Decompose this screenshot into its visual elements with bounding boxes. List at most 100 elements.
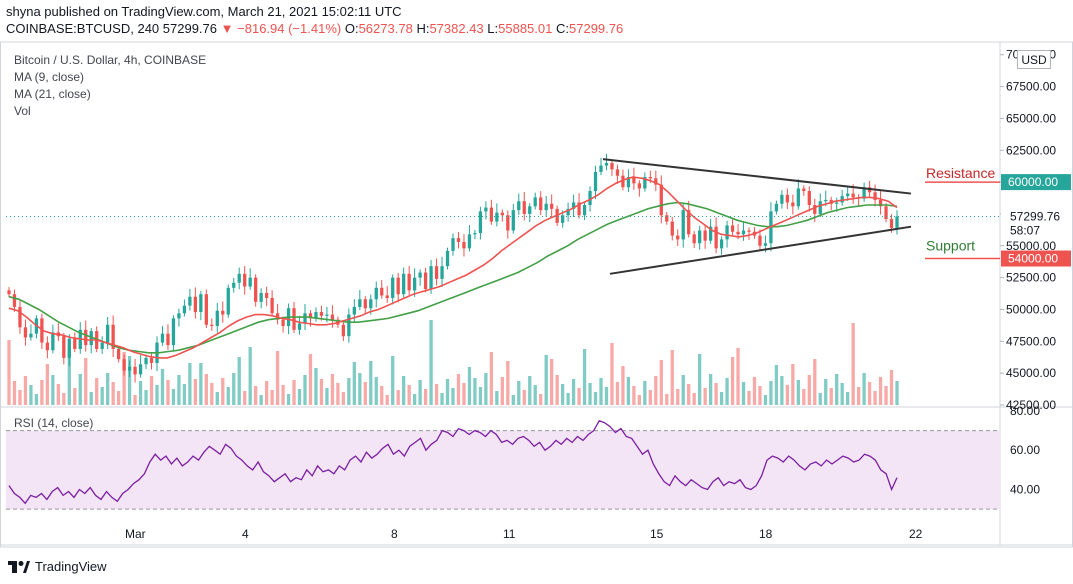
- volume-bar: [423, 389, 428, 405]
- volume-bar: [177, 375, 181, 405]
- volume-bar: [522, 390, 526, 405]
- volume-bar: [500, 377, 504, 405]
- volume-bar: [67, 349, 71, 405]
- candle-body: [7, 290, 11, 295]
- volume-bar: [484, 373, 488, 405]
- low-value: 55885.01: [498, 21, 553, 36]
- volume-bar: [506, 361, 510, 405]
- volume-bar: [730, 357, 735, 405]
- currency-button[interactable]: USD: [1017, 50, 1051, 69]
- triangle-down-icon: ▼: [220, 21, 234, 36]
- candle-body: [670, 221, 674, 236]
- candle-body: [423, 272, 428, 290]
- volume-bar: [774, 365, 779, 405]
- candle-body: [780, 194, 784, 204]
- volume-bar: [539, 394, 543, 405]
- tradingview-logo[interactable]: TradingView: [8, 559, 107, 574]
- candle-body: [895, 216, 899, 228]
- candle-body: [544, 203, 548, 211]
- volume-bar: [659, 360, 663, 405]
- candle-body: [522, 201, 526, 214]
- candle-body: [824, 199, 828, 202]
- candle-body: [802, 188, 806, 192]
- candle-body: [166, 333, 170, 346]
- candle-body: [889, 219, 894, 228]
- last-price: 57299.76: [162, 21, 218, 36]
- candle-body: [319, 312, 324, 316]
- ma9-line: [8, 176, 898, 359]
- volume-bar: [407, 385, 411, 405]
- candle-body: [676, 235, 680, 240]
- volume-bar: [396, 390, 400, 405]
- volume-bar: [78, 374, 82, 405]
- low-label: L:: [487, 21, 499, 36]
- candle-body: [122, 359, 126, 371]
- candle-body: [243, 273, 247, 287]
- candle-body: [111, 324, 115, 349]
- candle-body: [407, 273, 411, 291]
- candle-body: [489, 207, 494, 222]
- volume-bar: [412, 394, 417, 405]
- volume-bar: [632, 386, 636, 405]
- open-value: 56273.78: [358, 21, 413, 36]
- volume-bar: [12, 381, 17, 405]
- candle-body: [654, 178, 658, 185]
- rsi-tick-label: 60.00: [1010, 443, 1040, 457]
- high-value: 57382.43: [429, 21, 484, 36]
- volume-bar: [708, 374, 713, 405]
- candle-body: [763, 243, 768, 246]
- brand-label: TradingView: [35, 559, 107, 574]
- volume-bar: [347, 378, 351, 405]
- volume-bar: [478, 387, 483, 405]
- candle-body: [402, 273, 406, 295]
- resistance-price-tag-bg: [1001, 174, 1071, 191]
- volume-bar: [264, 381, 269, 405]
- candle-body: [878, 199, 883, 207]
- ma21-line: [8, 201, 898, 354]
- x-tick-label: 15: [650, 527, 664, 541]
- volume-bar: [226, 387, 230, 405]
- volume-bar: [648, 390, 652, 405]
- volume-bar: [199, 363, 203, 405]
- candle-body: [648, 177, 652, 179]
- volume-bar: [149, 376, 154, 405]
- candle-body: [593, 171, 598, 192]
- volume-bar: [215, 392, 219, 405]
- volume-bar: [621, 366, 625, 405]
- candle-body: [659, 184, 663, 216]
- x-tick-label: 11: [503, 527, 516, 541]
- candle-body: [846, 193, 850, 197]
- candle-body: [604, 163, 609, 166]
- volume-bar: [807, 375, 811, 405]
- candle-body: [473, 233, 477, 235]
- volume-bar: [319, 379, 324, 405]
- candle-body: [539, 197, 543, 211]
- volume-bar: [341, 392, 346, 405]
- candle-body: [434, 266, 439, 279]
- candle-body: [281, 319, 285, 327]
- volume-bar: [292, 380, 296, 405]
- candle-body: [451, 238, 455, 251]
- candle-body: [577, 202, 581, 216]
- legend-ma9: MA (9, close): [14, 70, 85, 84]
- y-tick-label: 47500.00: [1006, 334, 1056, 348]
- volume-bar: [451, 388, 455, 405]
- volume-bar: [665, 394, 669, 405]
- candle-body: [133, 366, 137, 375]
- volume-bar: [40, 380, 44, 405]
- candle-body: [215, 310, 219, 327]
- candle-body: [18, 306, 22, 328]
- volume-bar: [719, 392, 724, 405]
- ohlc-bar: COINBASE:BTCUSD, 240 57299.76 ▼ −816.94 …: [6, 21, 623, 36]
- high-label: H:: [416, 21, 430, 36]
- volume-bar: [791, 364, 795, 405]
- volume-bar: [122, 352, 126, 405]
- candle-body: [758, 235, 762, 246]
- candle-body: [840, 196, 844, 203]
- candle-body: [308, 313, 313, 319]
- volume-bar: [489, 352, 494, 405]
- candle-body: [637, 183, 642, 189]
- volume-bar: [193, 379, 198, 405]
- candle-body: [171, 318, 176, 346]
